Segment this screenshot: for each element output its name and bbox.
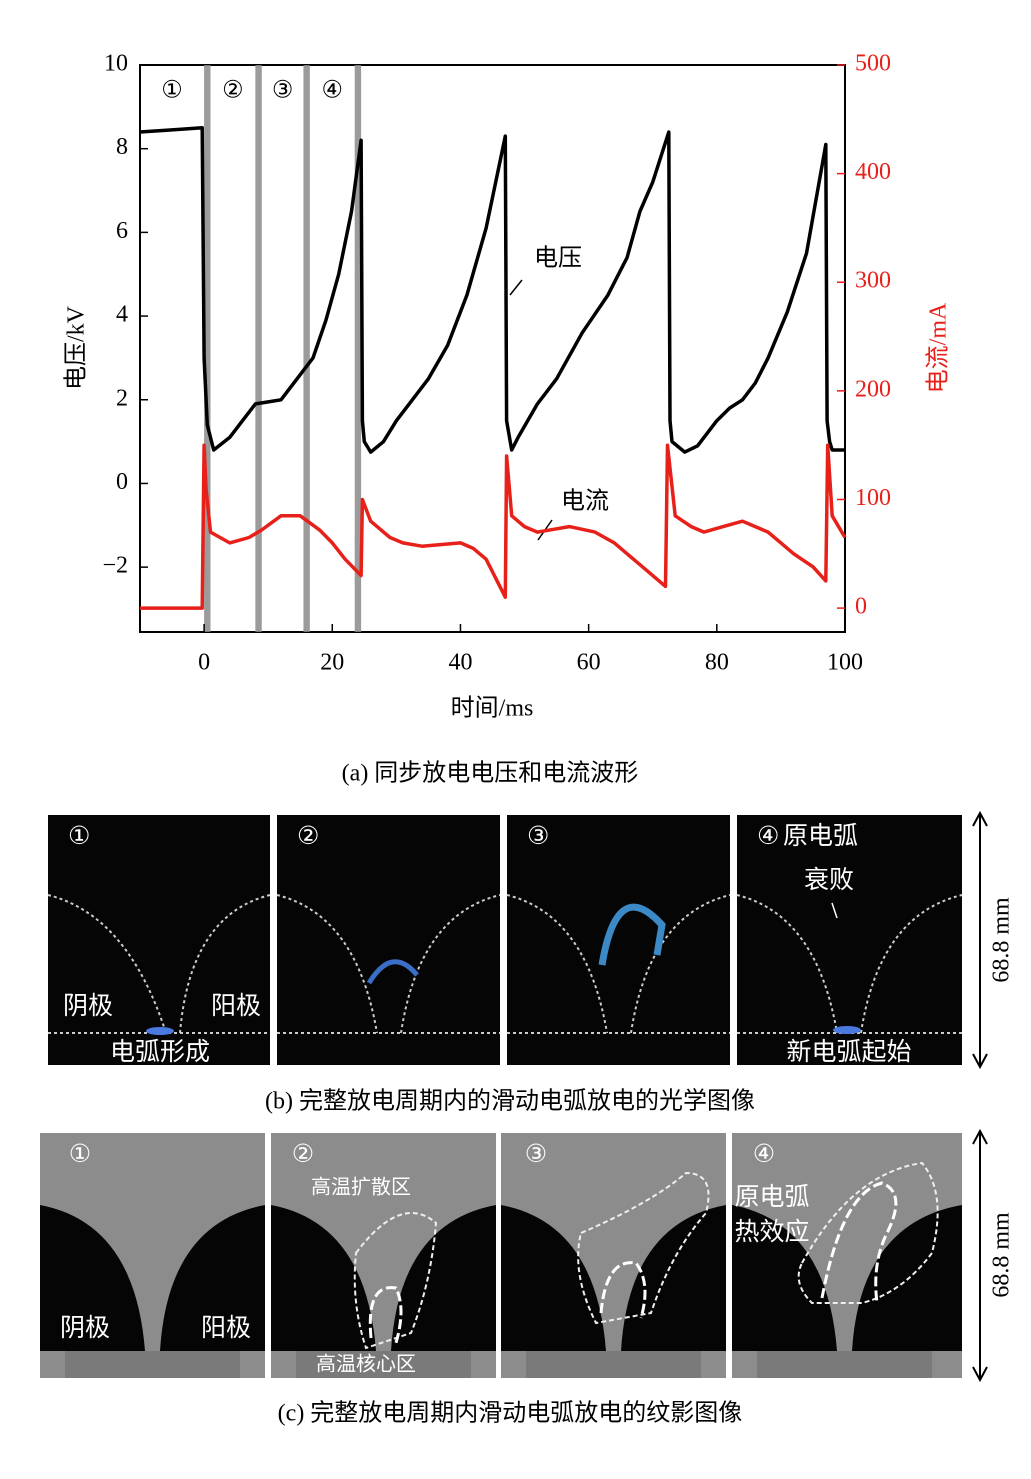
panel: ④ 原电弧 热效应 <box>732 1133 962 1378</box>
y-tick-label: 2 <box>116 385 128 411</box>
x-tick-label: 80 <box>705 650 729 676</box>
panel-label: 阳极 <box>211 991 261 1020</box>
panel-label: 新电弧起始 <box>786 1037 911 1066</box>
x-tick-label: 20 <box>320 650 344 676</box>
y-tick-label: 6 <box>116 218 128 244</box>
marker-band <box>303 65 310 632</box>
panel-label: 电弧形成 <box>110 1037 210 1066</box>
panel-number: ① <box>69 1139 91 1168</box>
marker-label: ③ <box>272 78 294 104</box>
y2-tick-label: 400 <box>855 159 891 185</box>
y-axis-label: 电压/kV <box>63 305 90 390</box>
x-tick-label: 40 <box>448 650 472 676</box>
plot-frame <box>139 64 846 633</box>
x-axis-label: 时间/ms <box>451 695 534 722</box>
caption: (b) 完整放电周期内的滑动电弧放电的光学图像 <box>265 1088 755 1115</box>
panel-label: 阴极 <box>63 991 113 1020</box>
y2-tick-label: 500 <box>855 51 891 77</box>
marker-label: ② <box>222 78 244 104</box>
x-tick-label: 0 <box>198 650 210 676</box>
scale-label: 68.8 mm <box>989 897 1015 983</box>
y2-tick-label: 0 <box>855 594 867 620</box>
panel: ① 阴极 阳极 <box>40 1133 265 1378</box>
y2-tick-label: 300 <box>855 268 891 294</box>
y-tick-label: 8 <box>116 134 128 160</box>
caption: (a) 同步放电电压和电流波形 <box>342 760 639 787</box>
y2-tick-label: 200 <box>855 376 891 402</box>
y-tick-label: 0 <box>116 469 128 495</box>
panel-number: ① <box>68 821 90 850</box>
x-tick-label: 60 <box>577 650 601 676</box>
annotation: 电流 <box>561 488 609 515</box>
y-tick-label: 4 <box>116 302 128 328</box>
panel-number: ④ <box>757 821 779 850</box>
panel-label: 衰败 <box>804 865 854 894</box>
marker-label: ④ <box>322 78 344 104</box>
panel-label: 原电弧 <box>734 1182 809 1211</box>
panel: ③ <box>501 1133 726 1378</box>
marker-band <box>354 65 362 632</box>
marker-band <box>204 65 211 632</box>
annotation: 电压 <box>534 245 582 272</box>
panel-number: ② <box>297 821 319 850</box>
y2-tick-label: 100 <box>855 485 891 511</box>
series-line <box>139 126 845 454</box>
panel: ② 高温扩散区 高温核心区 <box>271 1133 496 1378</box>
panel-label: 高温扩散区 <box>311 1175 411 1199</box>
figure-b: ① 阴极 阳极 电弧形成 ② ③ ④ 原电弧 衰败 新电弧起始 <box>47 810 1015 1115</box>
marker-label: ① <box>161 78 183 104</box>
panel-number: ④ <box>753 1139 775 1168</box>
panel: ④ 原电弧 衰败 新电弧起始 <box>736 815 963 1066</box>
y-tick-label: −2 <box>102 553 128 579</box>
series-line <box>140 443 847 610</box>
caption: (c) 完整放电周期内滑动电弧放电的纹影图像 <box>278 1400 743 1427</box>
marker-band <box>255 65 262 632</box>
panel-label: 阳极 <box>201 1313 251 1342</box>
y2-axis-label: 电流/mA <box>925 302 952 393</box>
panel: ② <box>276 815 501 1065</box>
panel-label: 原电弧 <box>783 821 858 850</box>
figure-c: ① 阴极 阳极 ② 高温扩散区 高温核心区 ③ <box>40 1128 1015 1427</box>
panel-label: 阴极 <box>60 1313 110 1342</box>
panel-number: ③ <box>525 1139 547 1168</box>
panel-label: 热效应 <box>734 1217 809 1246</box>
annotation-leader <box>509 279 523 296</box>
x-tick-label: 100 <box>827 650 863 676</box>
chart: 时间/ms 电压/kV 电流/mA 电压 电流 (a) 同步放电电压和电流波形 … <box>63 51 952 787</box>
panel-number: ② <box>292 1139 314 1168</box>
panel-number: ③ <box>527 821 549 850</box>
y-tick-label: 10 <box>104 51 128 77</box>
panel: ① 阴极 阳极 电弧形成 <box>47 815 271 1066</box>
panel-label: 高温核心区 <box>316 1352 416 1376</box>
panel: ③ <box>506 815 731 1065</box>
scale-label: 68.8 mm <box>989 1212 1015 1298</box>
